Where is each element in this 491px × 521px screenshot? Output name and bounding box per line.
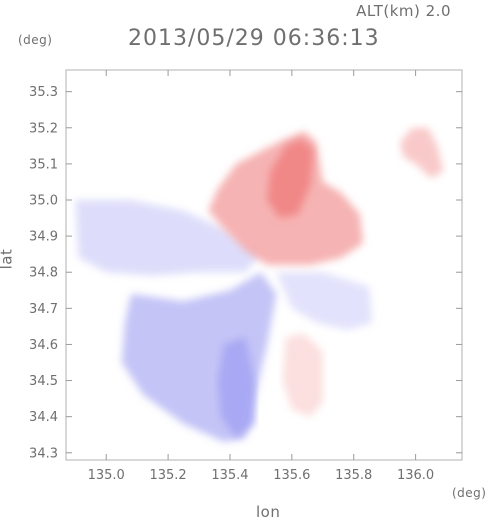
y-tick-label: 34.3 (29, 446, 58, 461)
x-tick-label: 135.8 (335, 468, 372, 483)
plot-frame (65, 69, 463, 461)
region-mixed-south-scatter (282, 333, 323, 417)
y-tick-label: 35.1 (29, 157, 58, 172)
y-axis: 34.3 34.4 34.5 34.6 34.7 34.8 34.9 35.0 35.1 35.2… (29, 85, 462, 461)
region-receding-isolated-echo (400, 127, 444, 179)
x-tick-label: 136.0 (397, 468, 434, 483)
altitude-label: ALT(km) 2.0 (356, 2, 451, 20)
y-tick-label: 35.0 (29, 194, 58, 209)
chart-title-timestamp: 2013/05/29 06:36:13 (128, 26, 380, 51)
y-tick-label: 34.9 (29, 230, 58, 245)
y-tick-label: 35.3 (29, 85, 58, 100)
y-tick-label: 34.7 (29, 302, 58, 317)
x-tick-label: 135.4 (211, 468, 248, 483)
velocity-field (75, 127, 444, 442)
region-approaching-west (75, 200, 261, 276)
y-tick-label: 34.5 (29, 374, 58, 389)
x-axis-unit: (deg) (452, 486, 487, 500)
x-tick-label: 135.2 (149, 468, 186, 483)
region-approaching-east (276, 272, 373, 330)
x-axis-label: lon (256, 503, 281, 521)
y-axis-unit: (deg) (18, 33, 53, 47)
x-tick-label: 135.0 (88, 468, 125, 483)
region-approaching-south-core (217, 337, 255, 439)
y-tick-label: 34.8 (29, 266, 58, 281)
y-tick-label: 34.6 (29, 338, 58, 353)
x-axis: 135.0 135.2 135.4 135.6 135.8 136.0 (88, 70, 434, 483)
region-receding-northeast-core (267, 138, 314, 219)
y-tick-label: 35.2 (29, 121, 58, 136)
y-tick-label: 34.4 (29, 410, 58, 425)
x-tick-label: 135.6 (273, 468, 310, 483)
